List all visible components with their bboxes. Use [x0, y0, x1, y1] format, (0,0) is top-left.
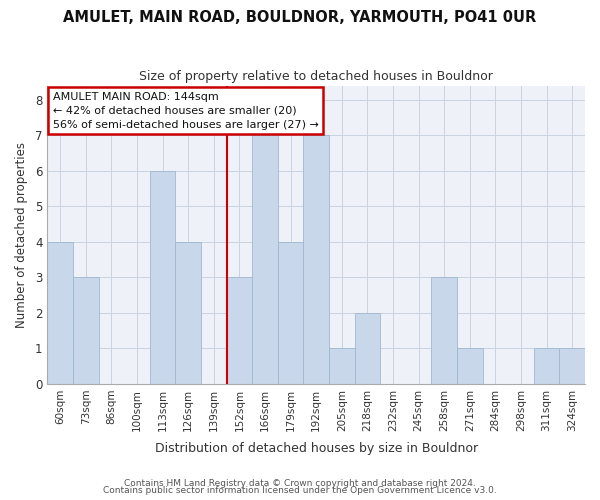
Bar [227, 278, 252, 384]
Bar [175, 242, 201, 384]
Bar [304, 136, 329, 384]
Bar [559, 348, 585, 384]
Text: Contains public sector information licensed under the Open Government Licence v3: Contains public sector information licen… [103, 486, 497, 495]
Bar [73, 278, 98, 384]
Bar [431, 278, 457, 384]
Bar [329, 348, 355, 384]
X-axis label: Distribution of detached houses by size in Bouldnor: Distribution of detached houses by size … [155, 442, 478, 455]
Text: AMULET, MAIN ROAD, BOULDNOR, YARMOUTH, PO41 0UR: AMULET, MAIN ROAD, BOULDNOR, YARMOUTH, P… [64, 10, 536, 25]
Bar [150, 171, 175, 384]
Bar [534, 348, 559, 384]
Bar [252, 136, 278, 384]
Bar [278, 242, 304, 384]
Text: Contains HM Land Registry data © Crown copyright and database right 2024.: Contains HM Land Registry data © Crown c… [124, 478, 476, 488]
Bar [457, 348, 482, 384]
Text: AMULET MAIN ROAD: 144sqm
← 42% of detached houses are smaller (20)
56% of semi-d: AMULET MAIN ROAD: 144sqm ← 42% of detach… [53, 92, 319, 130]
Bar [355, 313, 380, 384]
Bar [47, 242, 73, 384]
Title: Size of property relative to detached houses in Bouldnor: Size of property relative to detached ho… [139, 70, 493, 83]
Y-axis label: Number of detached properties: Number of detached properties [15, 142, 28, 328]
